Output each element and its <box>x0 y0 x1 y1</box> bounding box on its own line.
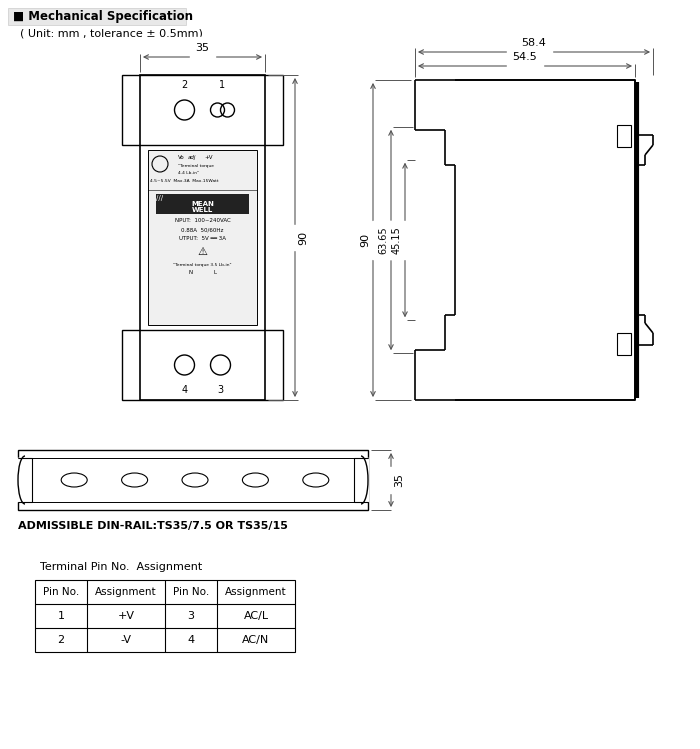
Text: Pin No.: Pin No. <box>173 587 209 597</box>
Text: AC/L: AC/L <box>244 611 269 621</box>
Bar <box>617 333 631 355</box>
Text: 0.88A  50/60Hz: 0.88A 50/60Hz <box>181 227 224 232</box>
Text: 1: 1 <box>219 80 225 90</box>
Text: 35: 35 <box>195 43 209 53</box>
Text: ⚠: ⚠ <box>197 247 207 257</box>
Bar <box>140 75 265 400</box>
Text: 2: 2 <box>181 80 188 90</box>
Text: +V: +V <box>204 155 213 160</box>
Text: adj: adj <box>188 155 197 160</box>
Text: 4: 4 <box>188 635 195 645</box>
Text: Assignment: Assignment <box>95 587 157 597</box>
Text: "Terminal torque: "Terminal torque <box>178 164 214 168</box>
Text: AC/N: AC/N <box>242 635 270 645</box>
Bar <box>122 330 283 400</box>
Text: 4.5~5.5V  Max.3A  Max.15Watt: 4.5~5.5V Max.3A Max.15Watt <box>150 179 218 183</box>
Text: 2: 2 <box>57 635 64 645</box>
Bar <box>18 450 368 510</box>
Bar <box>122 75 283 145</box>
Text: Pin No.: Pin No. <box>43 587 79 597</box>
Text: ■ Mechanical Specification: ■ Mechanical Specification <box>13 10 193 23</box>
Text: -V: -V <box>120 635 132 645</box>
Text: 45.15: 45.15 <box>392 226 402 254</box>
Text: NPUT:  100~240VAC: NPUT: 100~240VAC <box>174 218 230 223</box>
Text: 54.5: 54.5 <box>512 52 538 62</box>
Text: 1: 1 <box>57 611 64 621</box>
Text: Assignment: Assignment <box>225 587 287 597</box>
Text: WELL: WELL <box>192 207 213 213</box>
Text: L: L <box>213 270 216 275</box>
Text: Vo: Vo <box>178 155 185 160</box>
Bar <box>617 125 631 147</box>
Text: 4.4 Lb-in": 4.4 Lb-in" <box>178 171 199 175</box>
FancyBboxPatch shape <box>17 458 32 503</box>
Text: 90: 90 <box>360 233 370 247</box>
Text: 58.4: 58.4 <box>522 38 547 48</box>
Bar <box>35 580 295 652</box>
Bar <box>156 194 249 214</box>
Bar <box>415 80 635 400</box>
Text: ( Unit: mm , tolerance ± 0.5mm): ( Unit: mm , tolerance ± 0.5mm) <box>20 29 203 39</box>
Text: N: N <box>188 270 193 275</box>
Text: ADMISSIBLE DIN-RAIL:TS35/7.5 OR TS35/15: ADMISSIBLE DIN-RAIL:TS35/7.5 OR TS35/15 <box>18 521 288 531</box>
Text: Terminal Pin No.  Assignment: Terminal Pin No. Assignment <box>40 562 202 572</box>
Text: 3: 3 <box>188 611 195 621</box>
Text: "Terminal torque 3.5 Lb-in": "Terminal torque 3.5 Lb-in" <box>174 263 232 267</box>
Text: MEAN: MEAN <box>191 201 214 207</box>
Text: ///: /// <box>156 195 164 201</box>
Text: 63.65: 63.65 <box>378 226 388 254</box>
Bar <box>413 78 455 402</box>
FancyBboxPatch shape <box>354 458 370 503</box>
Text: 4: 4 <box>181 385 188 395</box>
Bar <box>148 150 257 325</box>
Text: 90: 90 <box>298 231 308 245</box>
Bar <box>8 8 186 25</box>
Text: UTPUT:  5V ══ 3A: UTPUT: 5V ══ 3A <box>179 236 226 241</box>
Text: 35: 35 <box>394 473 404 487</box>
Text: 3: 3 <box>218 385 223 395</box>
Text: +V: +V <box>118 611 134 621</box>
